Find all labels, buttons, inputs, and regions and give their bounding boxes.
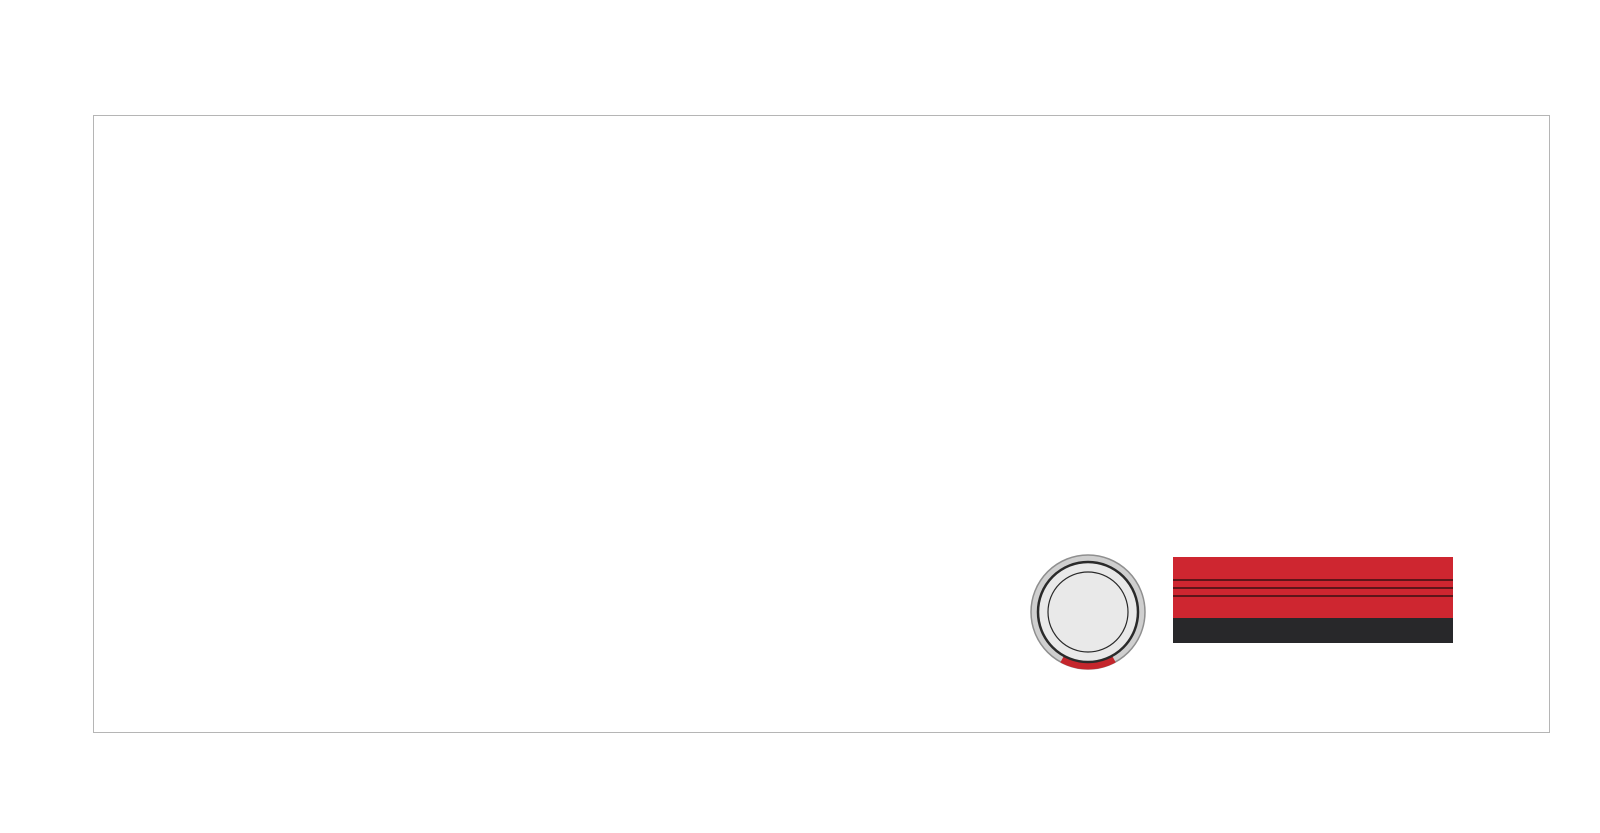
badge-inner-field	[1036, 560, 1140, 664]
badge-divider-ring	[1047, 571, 1129, 653]
flowmaster-logo	[1173, 557, 1453, 643]
warranty-badge	[1030, 554, 1146, 670]
logo-black-band	[1173, 618, 1453, 643]
logo-brand-text	[1179, 558, 1452, 564]
badge-red-crescent	[1030, 554, 1146, 670]
